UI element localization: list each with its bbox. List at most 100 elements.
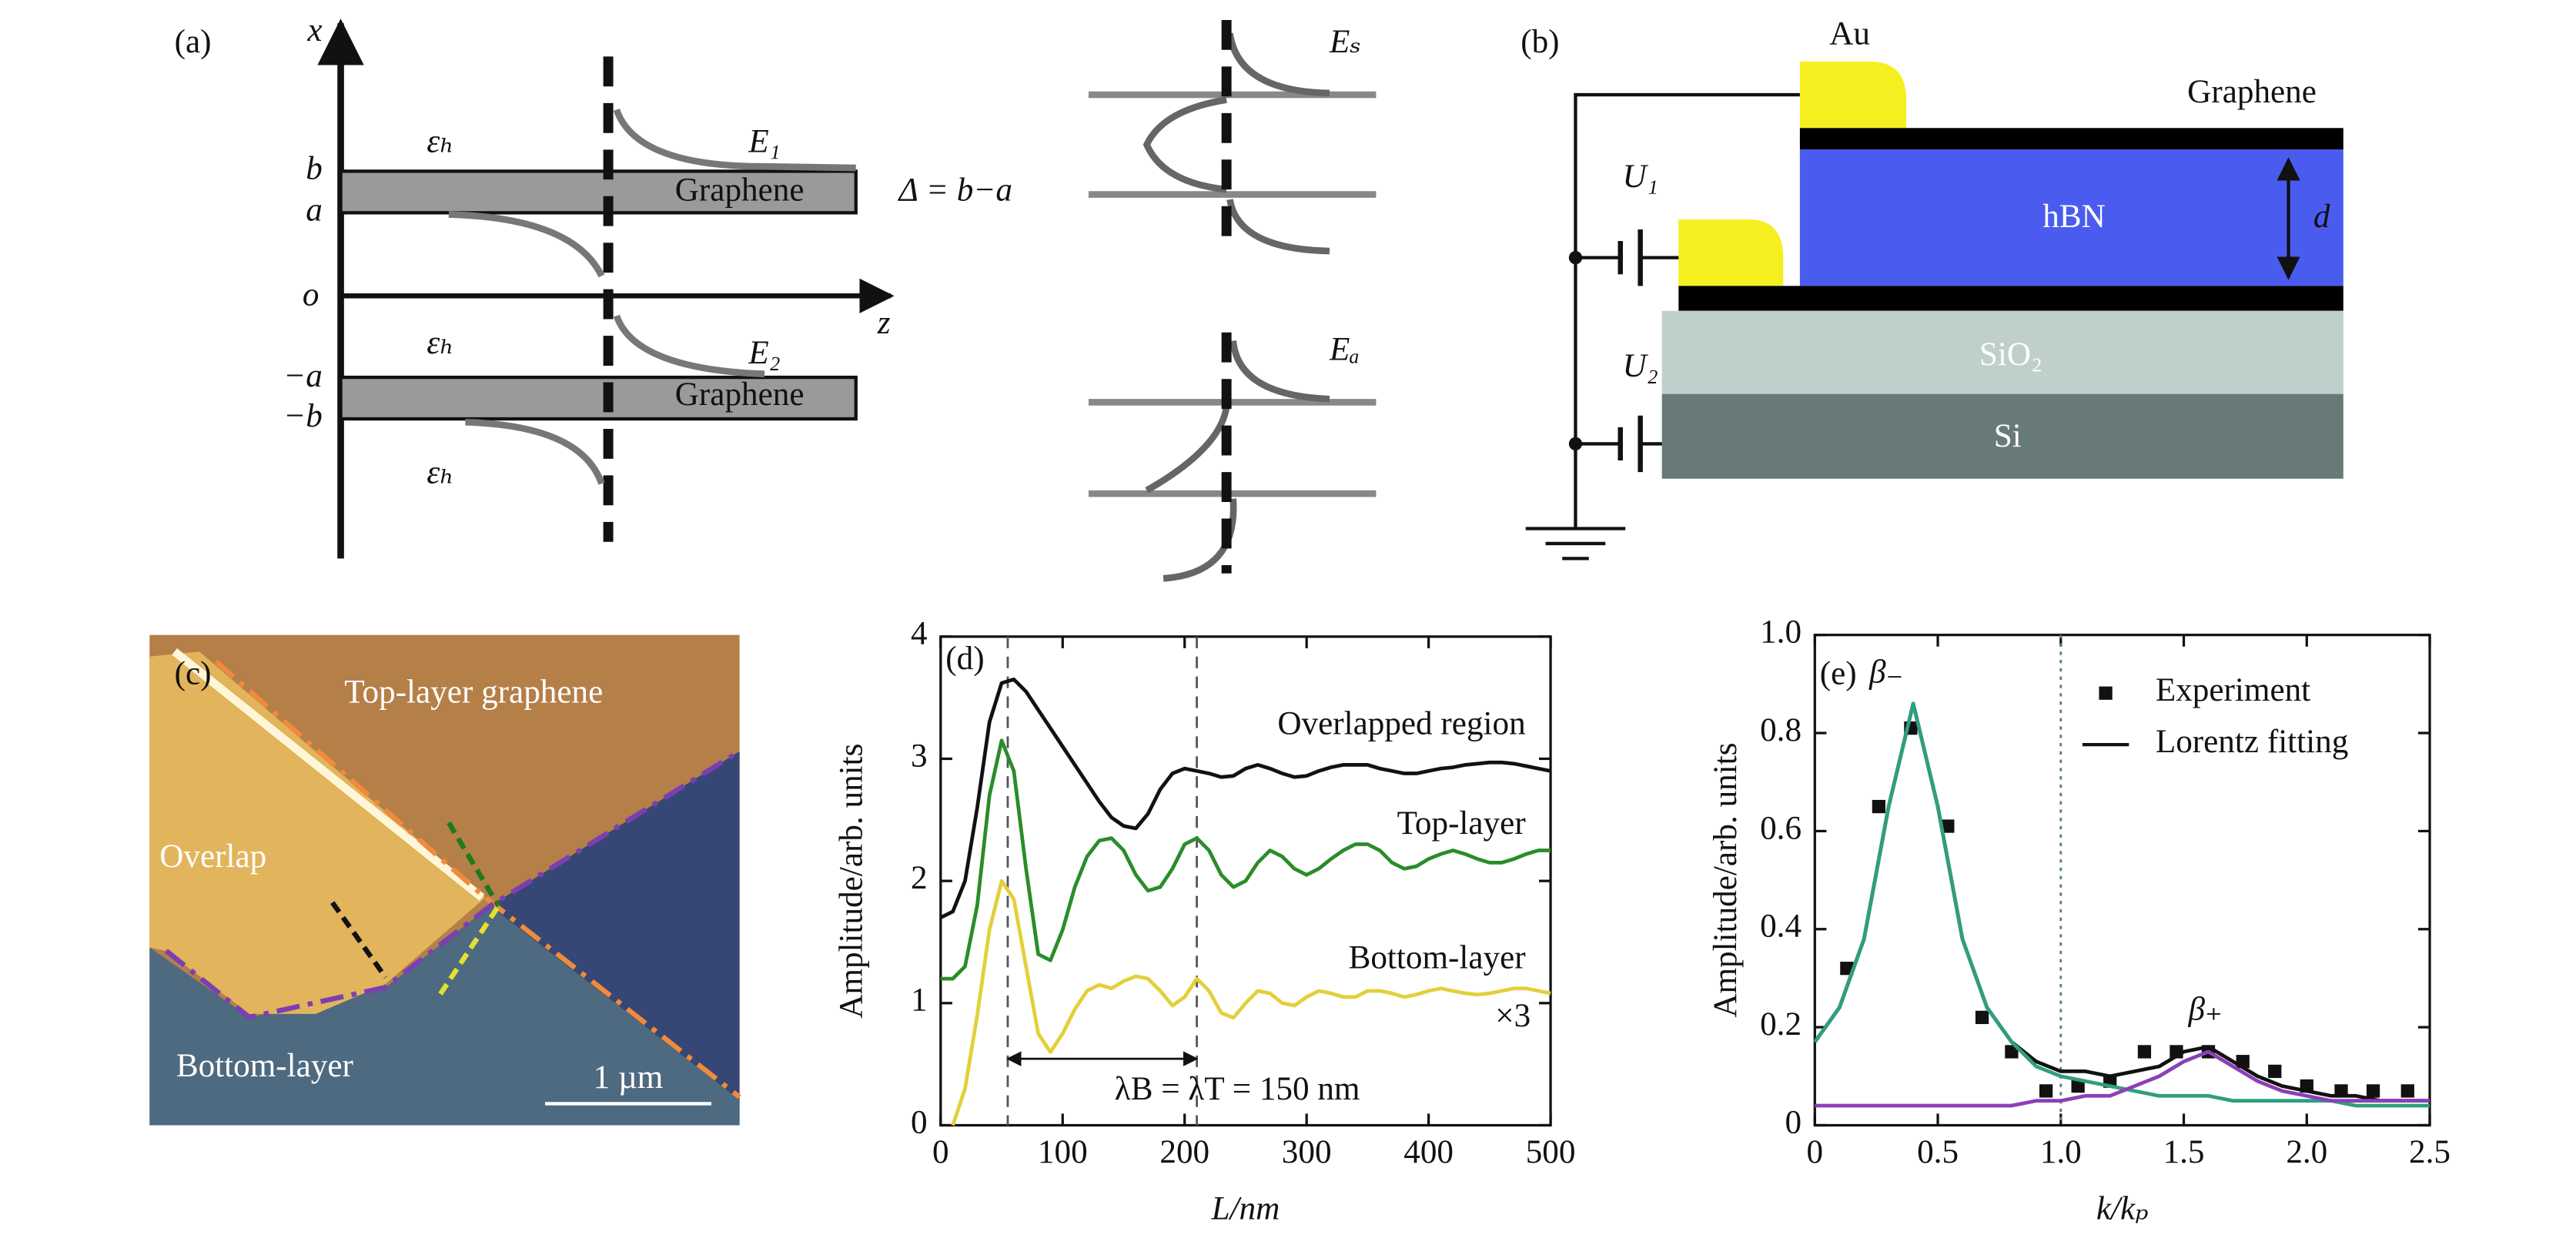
y-tick-label: 1.0 — [1760, 614, 1802, 651]
legend-label: Lorentz fitting — [2156, 724, 2348, 760]
field-curve — [613, 314, 765, 378]
junction — [1568, 251, 1583, 265]
x-tick-label: 100 — [1038, 1134, 1088, 1170]
gold-electrode — [1678, 219, 1784, 286]
layer-label: Graphene — [2187, 74, 2317, 110]
scale-label: 1 µm — [594, 1059, 664, 1096]
y-axis-label: Amplitude/arb. units — [833, 744, 869, 1019]
profile-line — [330, 901, 388, 979]
annotation: λB = λT = 150 nm — [1115, 1071, 1360, 1107]
layer-label: Si — [1994, 418, 2022, 454]
host-label: εₕ — [427, 325, 454, 361]
x-axis-label: k/kₚ — [2096, 1191, 2149, 1227]
voltage-label: U₁ — [1623, 159, 1658, 195]
legend-label: Experiment — [2156, 672, 2310, 708]
data-point — [2400, 1084, 2414, 1098]
annotation: ×3 — [1495, 998, 1531, 1034]
data-point — [2268, 1064, 2282, 1079]
overlap-region — [149, 651, 486, 1014]
x-tick-label: 1.0 — [2040, 1134, 2082, 1170]
profile-line — [447, 821, 501, 908]
field-label: E₂ — [748, 335, 780, 371]
axis-label: x — [306, 12, 322, 49]
x-tick-label: 2.0 — [2286, 1134, 2327, 1170]
region-label: Bottom-layer — [176, 1048, 353, 1084]
boundary-line — [214, 659, 741, 1099]
y-tick-label: 0 — [1785, 1104, 1802, 1140]
substrate-layer — [1661, 393, 2343, 479]
y-tick-label: 1 — [911, 982, 928, 1019]
panel-c: (c) Top-layer graphene Overlap Bottom-la… — [149, 634, 741, 1126]
data-line — [1815, 1049, 2430, 1108]
series-label: β₊ — [2187, 992, 2222, 1028]
wire — [1574, 92, 1800, 529]
x-tick-label: 0 — [932, 1134, 949, 1170]
y-tick-label: 0.4 — [1760, 909, 1802, 945]
y-tick-label: 3 — [911, 738, 928, 774]
data-point — [2137, 1045, 2152, 1059]
field-curve — [465, 419, 605, 485]
series-label: β₋ — [1868, 654, 1903, 690]
data-point — [1872, 799, 1886, 814]
series-label: Bottom-layer — [1349, 940, 1526, 976]
y-tick-label: 4 — [911, 616, 928, 652]
x-tick-label: 0 — [1807, 1134, 1824, 1170]
chart: 0 100 200 300 400 500 0 1 2 3 4 Amplitude/arb. unit… — [833, 616, 1575, 1227]
ground — [1525, 527, 1626, 561]
layer-label: Graphene — [675, 172, 805, 208]
data-line — [1813, 701, 2430, 1108]
chart: 0 0.5 1.0 1.5 2.0 2.5 0 0.2 0.4 0.6 0.8 1.0 Amplitud… — [1708, 614, 2451, 1227]
region-label: Top-layer graphene — [344, 674, 603, 710]
electrode-label: Au — [1829, 15, 1870, 52]
y-axis-label: Amplitude/arb. units — [1708, 742, 1744, 1017]
plot-frame — [1813, 634, 2431, 1127]
panel-label: (e) — [1820, 656, 1857, 692]
series-label: Overlapped region — [1277, 705, 1525, 741]
data-point — [2366, 1084, 2380, 1098]
panel-label: (b) — [1521, 24, 1559, 60]
region-label: Overlap — [159, 838, 266, 875]
data-point — [2039, 1084, 2053, 1098]
y-tick-label: 0 — [911, 1104, 928, 1140]
oxide-layer — [1661, 310, 2343, 394]
graphene-layer — [339, 169, 858, 215]
y-tick-label: 0.2 — [1760, 1006, 1802, 1043]
layer-label: SiO₂ — [1979, 336, 2042, 373]
position-label: −a — [283, 358, 323, 394]
junction — [1568, 437, 1583, 451]
graphene-layer — [1678, 286, 2343, 311]
legend-marker — [2099, 686, 2113, 700]
data-point — [2071, 1079, 2085, 1093]
symmetric-mode — [1142, 32, 1330, 255]
data-line — [1813, 701, 2430, 1103]
x-tick-label: 0.5 — [1917, 1134, 1959, 1170]
host-label: εₕ — [427, 124, 454, 160]
panel-label: (c) — [175, 656, 212, 692]
thickness-label: d — [2313, 199, 2330, 235]
axis-label: z — [877, 305, 891, 341]
mode-label: Eₐ — [1329, 332, 1360, 368]
data-point — [1975, 1010, 1989, 1025]
x-tick-label: 500 — [1526, 1134, 1576, 1170]
battery — [1618, 229, 1643, 473]
data-line — [940, 738, 1551, 981]
position-label: a — [306, 192, 323, 228]
panel-b: (b) Au Graphene hBN d SiO₂ Si U₁ U₂ — [1521, 15, 2343, 561]
x-tick-label: 300 — [1282, 1134, 1332, 1170]
position-label: −b — [283, 398, 323, 434]
panel-label: (d) — [945, 641, 984, 677]
host-label: εₕ — [427, 454, 454, 490]
field-label: E₁ — [748, 124, 780, 160]
y-tick-label: 2 — [911, 860, 928, 896]
bottom-region — [149, 905, 740, 1126]
panel-a: (a) x z o b a −a −b Graphene Graphene εₕ… — [175, 12, 1377, 582]
data-point — [1941, 819, 1955, 833]
edge-highlight — [172, 648, 485, 901]
x-tick-label: 200 — [1159, 1134, 1209, 1170]
mode-label: Eₛ — [1329, 24, 1361, 60]
origin-label: o — [303, 276, 319, 313]
graphene-layer — [1799, 128, 2343, 150]
graphene-layer — [339, 375, 858, 421]
layer-label: hBN — [2042, 199, 2106, 235]
data-line — [939, 677, 1551, 919]
